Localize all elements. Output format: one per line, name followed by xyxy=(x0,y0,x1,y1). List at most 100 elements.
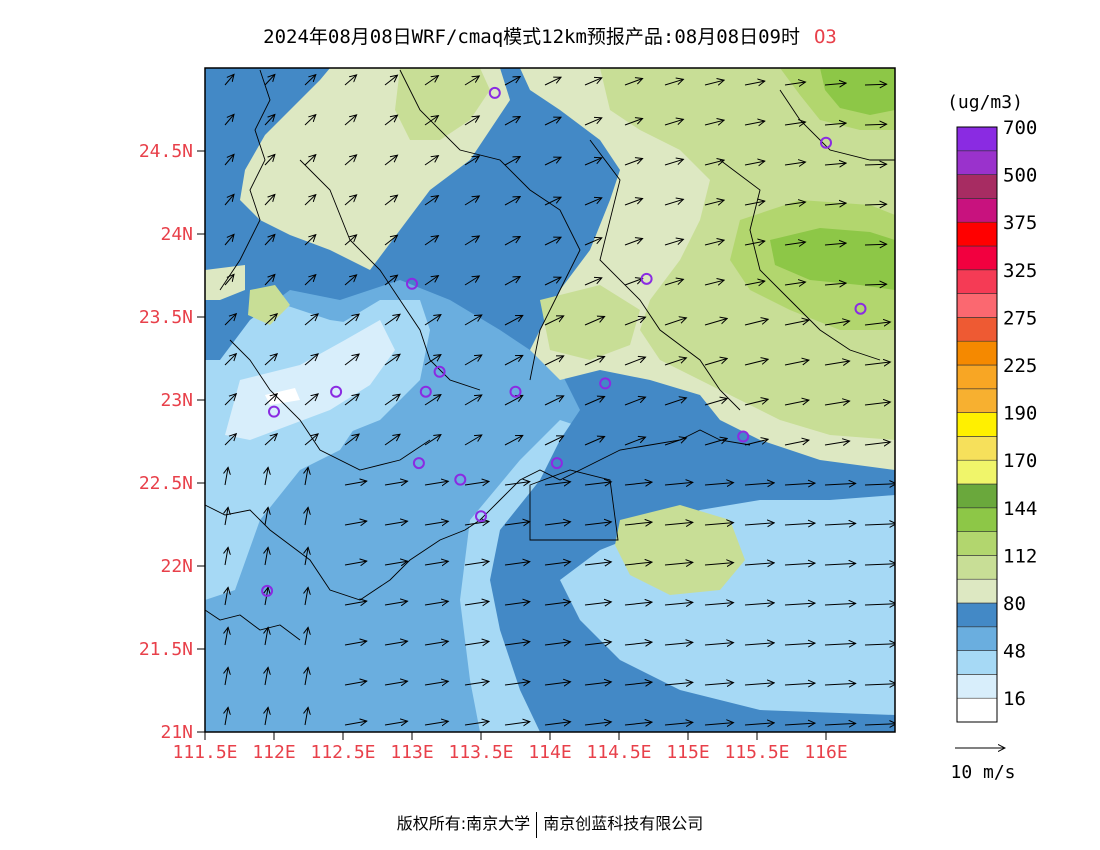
wind-vector xyxy=(744,359,768,366)
wind-vector xyxy=(224,234,234,246)
wind-vector xyxy=(824,283,846,285)
lat-tick-label: 23N xyxy=(160,390,193,411)
wind-vector xyxy=(384,521,408,525)
wind-vector xyxy=(224,114,234,126)
wind-vector xyxy=(584,118,602,126)
wind-vector xyxy=(504,315,523,326)
wind-vector xyxy=(384,641,408,645)
wind-vector xyxy=(784,320,809,326)
wind-vector xyxy=(624,239,643,246)
wind-vector xyxy=(384,235,398,246)
colorbar-swatch xyxy=(956,221,998,247)
wind-vector xyxy=(424,641,448,645)
wind-vector xyxy=(464,641,489,645)
wind-vector xyxy=(864,164,887,165)
wind-vector xyxy=(544,277,561,286)
wind-legend: 10 m/s xyxy=(950,748,1016,783)
wind-vector xyxy=(624,159,643,166)
footer-separator xyxy=(536,811,538,838)
wind-vector xyxy=(704,200,724,205)
wind-vector xyxy=(265,627,268,646)
wind-vector xyxy=(784,202,806,205)
colorbar-swatch xyxy=(956,578,998,604)
wind-vector xyxy=(305,667,308,686)
wind-vector xyxy=(304,115,316,126)
wind-vector xyxy=(464,435,482,446)
colorbar-swatch xyxy=(956,174,998,199)
wind-vector xyxy=(864,362,890,365)
lon-tick-label: 113E xyxy=(390,742,433,763)
colorbar-swatch xyxy=(956,340,998,366)
wind-vector xyxy=(384,195,398,206)
wind-vector xyxy=(704,563,734,565)
wind-vector xyxy=(664,482,693,485)
wind-vector xyxy=(784,523,815,525)
prov-boundary-4 xyxy=(589,139,741,411)
wind-vector xyxy=(384,434,400,446)
wind-vector xyxy=(344,155,357,166)
wind-vector xyxy=(744,319,768,326)
wind-vector xyxy=(784,683,815,685)
wind-vector xyxy=(664,642,693,645)
wind-vector xyxy=(744,81,765,85)
wind-vector xyxy=(744,241,765,245)
wind-vector xyxy=(624,437,646,446)
footer: 版权所有:南京大学 南京创蓝科技有限公司 xyxy=(0,810,1100,838)
wind-vector xyxy=(864,124,887,125)
station-marker xyxy=(406,277,418,290)
wind-vector xyxy=(624,482,652,485)
wind-vector xyxy=(424,435,441,446)
wind-vector xyxy=(344,721,367,725)
wind-vector xyxy=(504,157,520,166)
wind-vector xyxy=(504,237,520,246)
wind-vector xyxy=(264,154,275,166)
wind-vector xyxy=(424,116,438,126)
wind-vector xyxy=(424,196,438,206)
wind-vector xyxy=(464,355,482,366)
wind-vector xyxy=(624,79,643,86)
wind-vector xyxy=(344,354,359,366)
station-marker xyxy=(433,365,446,378)
wind-vector xyxy=(824,723,856,725)
wind-vector xyxy=(784,603,815,605)
wind-vector xyxy=(504,435,523,446)
wind-vector xyxy=(584,682,611,685)
colorbar-label: 375 xyxy=(1003,212,1037,234)
wind-vector xyxy=(384,75,398,86)
wind-vector xyxy=(384,681,408,685)
wind-vector xyxy=(584,357,605,366)
field-layer-128-144-ne xyxy=(820,68,895,115)
wind-vector xyxy=(624,602,652,605)
wind-vector xyxy=(864,484,895,485)
colorbar-swatch xyxy=(956,412,998,437)
wind-vector xyxy=(264,354,277,366)
colorbar-swatch xyxy=(956,531,998,556)
wind-vector xyxy=(744,723,774,725)
wind-vector xyxy=(224,394,236,406)
wind-vector xyxy=(304,235,316,246)
lon-tick-label: 114E xyxy=(528,742,571,763)
wind-vector xyxy=(664,159,683,166)
lat-tick-label: 21.5N xyxy=(139,639,193,660)
wind-vector xyxy=(784,242,806,245)
wind-vector xyxy=(784,563,815,565)
wind-vector xyxy=(744,603,774,605)
lon-tick-label: 115.5E xyxy=(724,742,789,763)
wind-vector xyxy=(265,707,268,726)
wind-vector xyxy=(584,482,611,485)
title-text: 2024年08月08日WRF/cmaq模式12km预报产品:08月08日09时 xyxy=(263,26,800,48)
wind-vector xyxy=(504,277,520,286)
colorbar-label: 170 xyxy=(1003,450,1037,472)
wind-vector xyxy=(784,162,806,165)
colorbar-swatch xyxy=(956,483,998,509)
wind-vector xyxy=(344,481,367,485)
wind-vector xyxy=(664,279,683,286)
wind-vector xyxy=(384,275,398,286)
wind-legend-label: 10 m/s xyxy=(950,762,1015,783)
wind-vector xyxy=(784,440,809,446)
wind-vector xyxy=(544,396,564,406)
wind-vector xyxy=(305,627,308,646)
wind-vector xyxy=(344,561,367,565)
wind-vector xyxy=(544,316,564,326)
colorbar-label: 225 xyxy=(1003,355,1037,377)
